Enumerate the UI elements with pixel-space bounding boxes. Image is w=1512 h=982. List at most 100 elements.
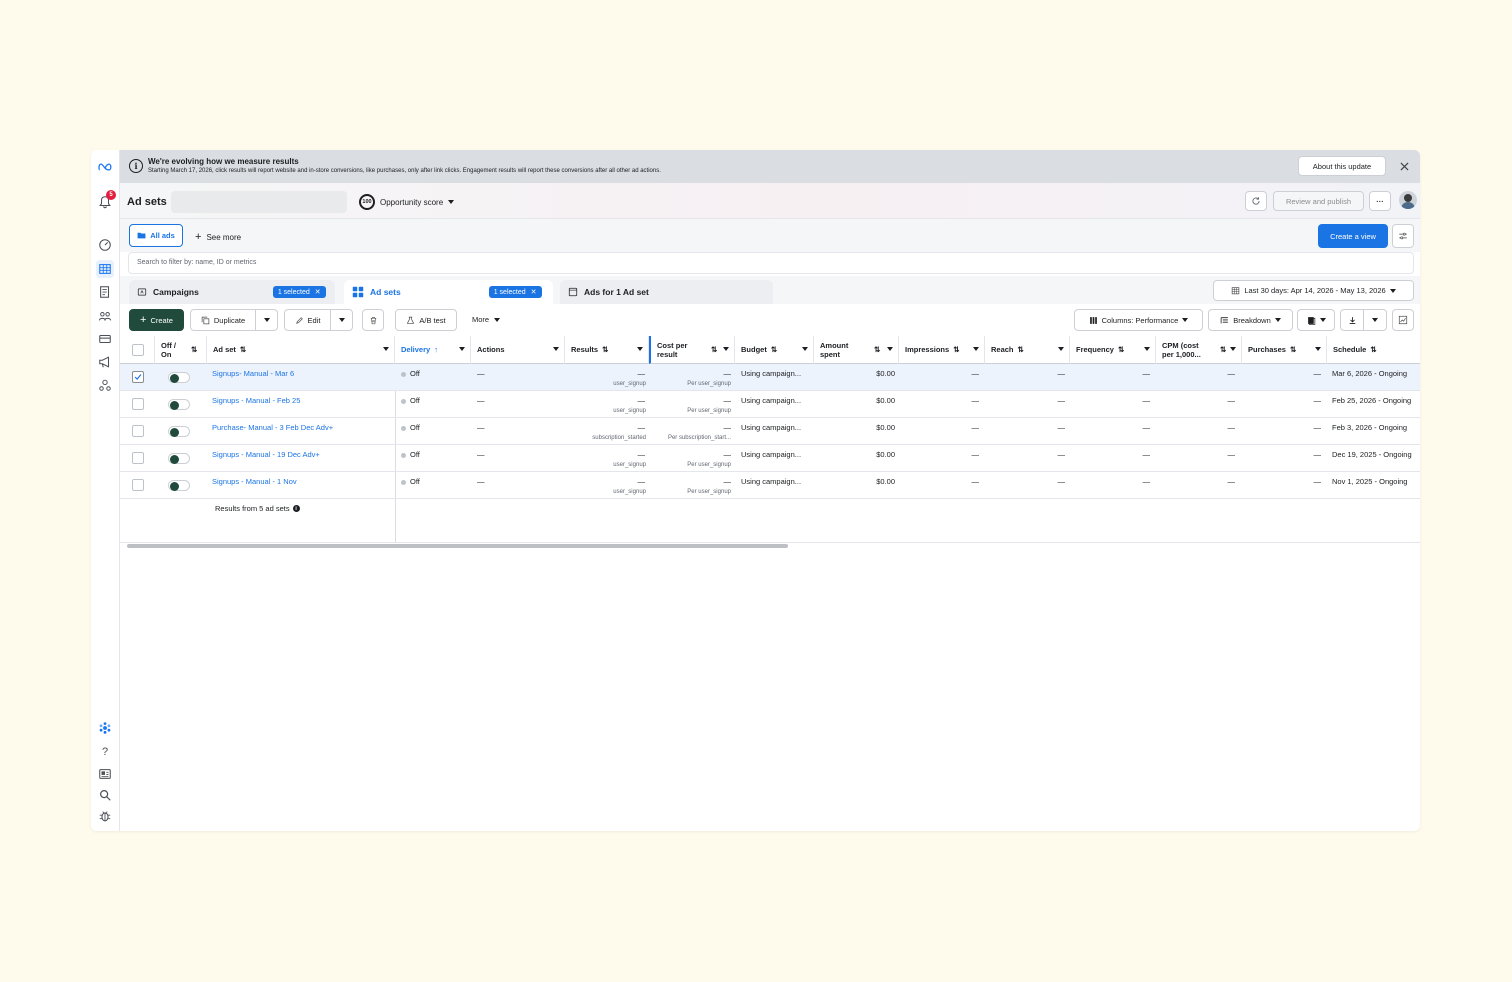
- refresh-button[interactable]: [1245, 191, 1267, 211]
- cpm-cell: —: [1227, 450, 1236, 459]
- meta-logo-icon[interactable]: [96, 158, 114, 176]
- adset-name-link[interactable]: Signups- Manual - Mar 6: [212, 369, 295, 378]
- budget-cell: Using campaign...: [741, 369, 802, 378]
- delete-button[interactable]: [362, 309, 384, 331]
- row-checkbox[interactable]: [132, 371, 144, 383]
- avatar[interactable]: [1399, 191, 1417, 209]
- export-dropdown-button[interactable]: [1363, 309, 1387, 331]
- about-update-button[interactable]: About this update: [1298, 156, 1386, 176]
- cost-per-result-cell: —: [723, 477, 732, 486]
- table-icon[interactable]: [96, 260, 114, 278]
- gauge-icon[interactable]: [96, 236, 114, 254]
- info-icon[interactable]: i: [292, 505, 300, 512]
- see-more-button[interactable]: + See more: [195, 231, 241, 243]
- adset-name-link[interactable]: Signups - Manual - 1 Nov: [212, 477, 297, 486]
- columns-dropdown[interactable]: Columns: Performance: [1074, 309, 1203, 331]
- breakdown-dropdown[interactable]: Breakdown: [1208, 309, 1293, 331]
- bug-icon[interactable]: [96, 807, 114, 825]
- table-row[interactable]: Signups - Manual - Feb 25 Off — — user_s…: [120, 391, 1420, 418]
- col-budget[interactable]: Budget ⇅: [735, 336, 814, 364]
- review-publish-button[interactable]: Review and publish: [1273, 191, 1364, 211]
- duplicate-button[interactable]: Duplicate: [190, 309, 256, 331]
- pages-icon[interactable]: [96, 283, 114, 301]
- breakdown-label: Breakdown: [1233, 315, 1271, 325]
- actions-cell: —: [477, 423, 485, 432]
- col-adset[interactable]: Ad set ⇅: [207, 336, 395, 364]
- create-button[interactable]: + Create: [129, 309, 184, 331]
- tab-adsets[interactable]: Ad sets 1 selected ✕: [344, 280, 553, 304]
- billing-icon[interactable]: [96, 330, 114, 348]
- adsets-selected-chip[interactable]: 1 selected ✕: [488, 286, 542, 298]
- adset-name-input[interactable]: [171, 191, 347, 213]
- onoff-toggle[interactable]: [168, 399, 190, 410]
- campaigns-selected-chip[interactable]: 1 selected ✕: [272, 286, 326, 298]
- help-icon[interactable]: ?: [101, 746, 109, 758]
- horizontal-scrollbar[interactable]: [127, 544, 788, 548]
- edit-button[interactable]: Edit: [284, 309, 331, 331]
- row-checkbox[interactable]: [132, 398, 144, 410]
- col-purchases[interactable]: Purchases ⇅: [1242, 336, 1327, 364]
- more-options-button[interactable]: ···: [1369, 191, 1391, 211]
- tab-ads[interactable]: Ads for 1 Ad set: [560, 280, 773, 304]
- table-row[interactable]: Signups - Manual - 19 Dec Adv+ Off — — u…: [120, 445, 1420, 472]
- search-input[interactable]: Search to filter by: name, ID or metrics: [128, 252, 1414, 274]
- date-range-picker[interactable]: Last 30 days: Apr 14, 2026 - May 13, 202…: [1213, 280, 1414, 301]
- ad-icon: [568, 287, 578, 297]
- charts-button[interactable]: [1392, 309, 1414, 331]
- row-checkbox[interactable]: [132, 452, 144, 464]
- col-reach[interactable]: Reach ⇅: [985, 336, 1070, 364]
- frozen-column-divider: [395, 364, 396, 542]
- edit-dropdown-button[interactable]: [330, 309, 353, 331]
- adset-name-link[interactable]: Purchase- Manual - 3 Feb Dec Adv+: [212, 423, 334, 432]
- col-actions[interactable]: Actions: [471, 336, 565, 364]
- view-settings-button[interactable]: [1392, 224, 1414, 248]
- edit-label: Edit: [307, 315, 321, 325]
- row-checkbox[interactable]: [132, 479, 144, 491]
- search-icon[interactable]: [96, 786, 114, 804]
- audience-icon[interactable]: [96, 307, 114, 325]
- budget-cell: Using campaign...: [741, 423, 802, 432]
- settings-gear-icon[interactable]: [96, 719, 114, 737]
- export-button[interactable]: [1340, 309, 1364, 331]
- select-all-checkbox[interactable]: [132, 344, 144, 356]
- reports-dropdown[interactable]: [1297, 309, 1335, 331]
- news-icon[interactable]: [96, 765, 114, 783]
- col-amount-spent[interactable]: Amount spent ⇅: [814, 336, 899, 364]
- col-schedule[interactable]: Schedule ⇅: [1327, 336, 1420, 364]
- onoff-toggle[interactable]: [168, 372, 190, 383]
- table-row[interactable]: Signups- Manual - Mar 6 Off — — user_sig…: [120, 364, 1420, 391]
- col-cpm[interactable]: CPM (cost per 1,000... ⇅: [1156, 336, 1242, 364]
- chevron-down-icon: [448, 200, 455, 204]
- table-row[interactable]: Signups - Manual - 1 Nov Off — — user_si…: [120, 472, 1420, 499]
- create-view-button[interactable]: Create a view: [1318, 224, 1388, 248]
- purchases-cell: —: [1313, 450, 1322, 459]
- tab-campaigns[interactable]: Campaigns 1 selected ✕: [129, 280, 335, 304]
- row-checkbox[interactable]: [132, 425, 144, 437]
- campaigns-selected-label: 1 selected: [277, 288, 310, 296]
- all-ads-button[interactable]: All ads: [129, 224, 183, 247]
- col-impressions[interactable]: Impressions ⇅: [899, 336, 985, 364]
- close-icon[interactable]: ✕: [314, 289, 321, 296]
- col-delivery[interactable]: Delivery ↑: [395, 336, 471, 364]
- col-results[interactable]: Results ⇅: [565, 336, 649, 364]
- ab-test-button[interactable]: A/B test: [395, 309, 457, 331]
- onoff-toggle[interactable]: [168, 426, 190, 437]
- adset-name-link[interactable]: Signups - Manual - 19 Dec Adv+: [212, 450, 320, 459]
- results-summary-label: Results from 5 ad sets: [215, 504, 290, 513]
- onoff-toggle[interactable]: [168, 453, 190, 464]
- megaphone-icon[interactable]: [96, 353, 114, 371]
- more-actions-button[interactable]: More: [472, 315, 501, 324]
- opportunity-score[interactable]: 100 Opportunity score: [359, 194, 455, 210]
- onoff-toggle[interactable]: [168, 480, 190, 491]
- col-cost-per-result[interactable]: Cost per result ⇅: [649, 336, 735, 364]
- bell-icon[interactable]: 5: [96, 190, 116, 211]
- adset-name-link[interactable]: Signups - Manual - Feb 25: [212, 396, 301, 405]
- table-row[interactable]: Purchase- Manual - 3 Feb Dec Adv+ Off — …: [120, 418, 1420, 445]
- close-icon[interactable]: ✕: [530, 289, 537, 296]
- col-frequency[interactable]: Frequency ⇅: [1070, 336, 1156, 364]
- duplicate-dropdown-button[interactable]: [255, 309, 278, 331]
- banner-title: We're evolving how we measure results: [148, 157, 299, 166]
- accounts-icon[interactable]: [96, 376, 114, 394]
- close-icon[interactable]: [1397, 159, 1411, 173]
- col-offon[interactable]: Off / On ⇅: [155, 336, 207, 364]
